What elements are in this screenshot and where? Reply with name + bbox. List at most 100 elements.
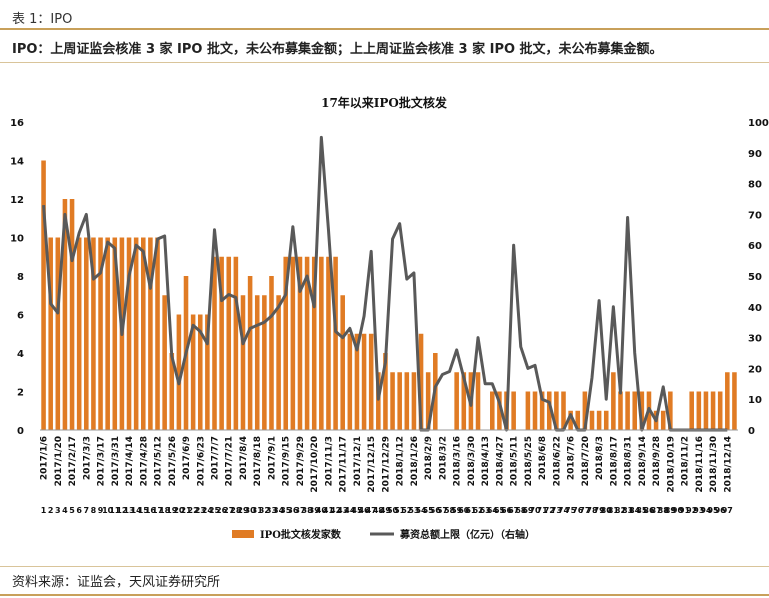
bar-mark: [625, 391, 630, 430]
x-tick-label: 2017/11/17: [339, 436, 349, 493]
sequence-label: 22: [188, 506, 199, 515]
bar-mark: [333, 256, 338, 430]
sequence-label: 83: [622, 506, 633, 515]
bar-mark: [155, 237, 160, 430]
x-tick-label: 2017/2/17: [68, 436, 78, 486]
bar-mark: [133, 237, 139, 430]
sequence-label: 88: [658, 506, 670, 515]
bar-mark: [404, 372, 410, 430]
bar-mark: [390, 372, 395, 430]
sequence-label: 86: [643, 506, 655, 515]
bar-mark: [703, 391, 709, 430]
sequence-label: 29: [237, 506, 249, 515]
bar-mark: [176, 314, 182, 430]
bar-mark: [368, 333, 374, 430]
sequence-label: 58: [444, 506, 456, 515]
bar-mark: [162, 295, 167, 430]
x-tick-label: 2018/6/8: [538, 436, 548, 480]
bar-mark: [105, 237, 110, 430]
bar-mark: [668, 391, 673, 430]
bar-mark: [454, 372, 459, 430]
sequence-label: 84: [629, 506, 641, 515]
sequence-label: 50: [387, 506, 399, 515]
sequence-label: 82: [615, 506, 626, 515]
bar-mark: [639, 391, 645, 430]
bar-mark: [596, 410, 602, 430]
bar-mark: [397, 372, 402, 430]
x-tick-label: 2017/7/21: [225, 436, 235, 486]
sequence-label: 30: [245, 506, 257, 515]
sequence-label: 78: [586, 506, 598, 515]
bar-mark: [732, 372, 737, 430]
sequence-label: 93: [693, 506, 704, 515]
bar-mark: [169, 353, 175, 430]
sequence-label: 64: [487, 506, 499, 515]
sequence-label: 75: [565, 506, 577, 515]
bar-mark: [76, 237, 82, 430]
sequence-label: 94: [700, 506, 712, 515]
bar-mark: [361, 333, 367, 430]
sequence-label: 45: [351, 506, 363, 515]
x-tick-label: 2018/1/12: [396, 436, 406, 486]
x-tick-label: 2018/2/9: [424, 436, 434, 480]
sequence-label: 74: [558, 506, 570, 515]
bar-mark: [269, 276, 274, 430]
sequence-label: 51: [394, 506, 406, 515]
sequence-label: 16: [145, 506, 157, 515]
sequence-label: 44: [344, 506, 356, 515]
sequence-label: 71: [537, 506, 549, 515]
sequence-label: 5: [69, 506, 75, 515]
sequence-label: 59: [451, 506, 463, 515]
table-label: 表 1：IPO: [12, 12, 73, 27]
x-tick-label: 2018/11/30: [709, 436, 719, 493]
bar-mark: [347, 333, 353, 430]
sequence-label: 14: [131, 506, 143, 515]
sequence-label: 28: [230, 506, 242, 515]
sequence-label: 72: [544, 506, 555, 515]
sequence-label: 53: [408, 506, 419, 515]
x-tick-label: 2018/3/16: [453, 436, 463, 486]
y2-tick-label: 80: [748, 180, 762, 191]
sequence-label: 26: [216, 506, 228, 515]
table-header: 表 1：IPO: [0, 0, 769, 30]
x-tick-label: 2018/6/22: [552, 436, 562, 486]
sequence-label: 90: [672, 506, 684, 515]
x-tick-label: 2017/6/23: [196, 436, 206, 486]
sequence-label: 1: [41, 506, 47, 515]
x-tick-label: 2018/8/3: [595, 436, 605, 480]
bar-mark: [297, 256, 303, 430]
bar-mark: [62, 199, 68, 430]
sequence-label: 7: [84, 506, 90, 515]
x-tick-label: 2017/12/29: [381, 436, 391, 493]
x-tick-label: 2017/11/3: [324, 436, 334, 486]
y-tick-label: 14: [10, 157, 24, 168]
bar-mark: [725, 372, 730, 430]
bar-mark: [247, 276, 253, 430]
y2-tick-label: 60: [748, 241, 762, 252]
x-tick-label: 2017/1/20: [54, 436, 64, 486]
sequence-label: 46: [358, 506, 370, 515]
sequence-label: 66: [501, 506, 513, 515]
y-tick-label: 6: [17, 311, 24, 322]
sequence-label: 27: [223, 506, 234, 515]
x-tick-label: 2018/9/14: [638, 436, 648, 486]
sequence-label: 18: [159, 506, 171, 515]
bar-mark: [69, 199, 75, 430]
sequence-label: 6: [76, 506, 82, 515]
sequence-label: 63: [480, 506, 491, 515]
x-tick-label: 2018/3/2: [438, 436, 448, 480]
sequence-label: 23: [195, 506, 206, 515]
sequence-label: 80: [601, 506, 613, 515]
sequence-label: 92: [686, 506, 697, 515]
bar-mark: [262, 295, 267, 430]
bar-mark: [660, 410, 666, 430]
sequence-label: 69: [522, 506, 534, 515]
sequence-label: 77: [579, 506, 590, 515]
bar-mark: [618, 391, 623, 430]
sequence-label: 55: [423, 506, 435, 515]
sequence-label: 24: [202, 506, 214, 515]
sequence-label: 9: [98, 506, 104, 515]
x-tick-label: 2018/8/17: [609, 436, 619, 486]
bar-mark: [91, 237, 96, 430]
legend-bar-swatch: [232, 530, 254, 538]
